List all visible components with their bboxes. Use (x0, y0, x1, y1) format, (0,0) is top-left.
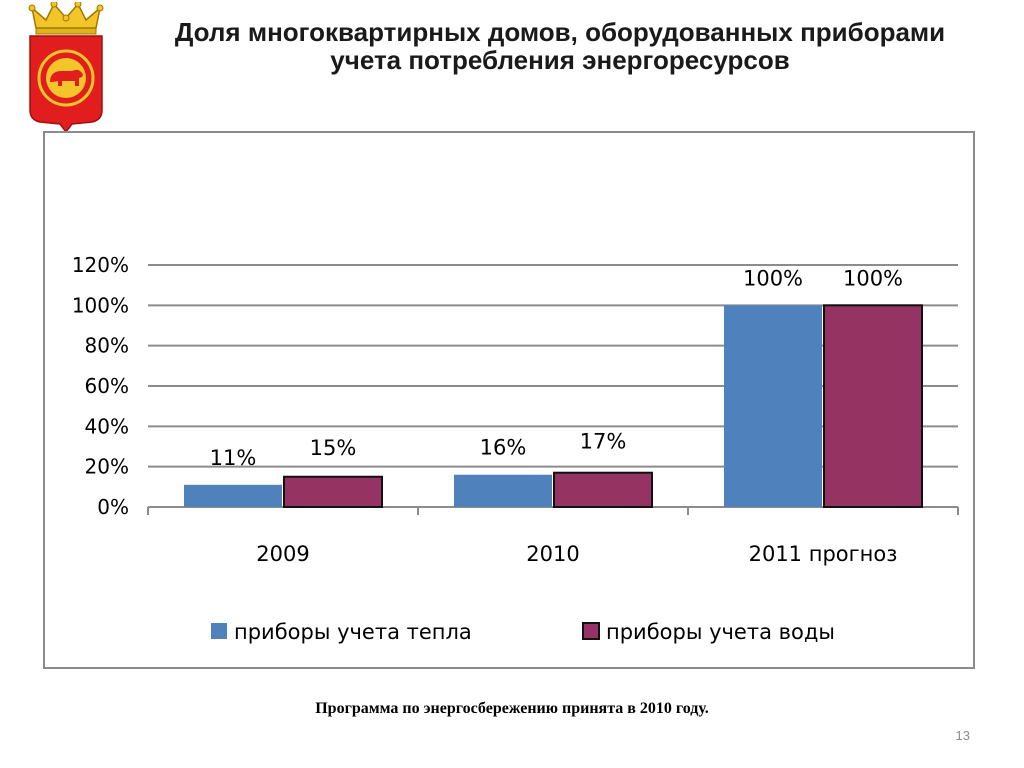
x-tick-label: 2010 (526, 542, 579, 566)
y-tick-label: 100% (72, 293, 129, 317)
bar (823, 304, 923, 508)
data-label: 11% (210, 446, 257, 470)
bar (724, 305, 822, 507)
y-tick-label: 120% (72, 253, 129, 277)
crown-icon (28, 2, 104, 35)
y-tick-label: 80% (85, 334, 129, 358)
legend-swatch (211, 623, 227, 639)
data-label: 17% (580, 430, 627, 454)
y-tick-label: 40% (85, 414, 129, 438)
bar (553, 471, 653, 509)
legend-swatch (582, 622, 600, 640)
bar-chart: 0% 20% 40% 60% 80% 100% 120% 11% 16% 100% 15% 17% 10… (72, 253, 959, 644)
bar (184, 484, 282, 507)
bar (454, 474, 552, 507)
footnote: Программа по энергосбережению принята в … (315, 700, 709, 717)
data-label: 15% (310, 436, 357, 460)
data-label: 100% (743, 266, 803, 290)
x-tick-label: 2009 (256, 542, 309, 566)
legend-label: приборы учета воды (606, 620, 835, 644)
y-tick-label: 60% (85, 374, 129, 398)
coat-of-arms-icon (28, 2, 104, 134)
slide-title: Доля многоквартирных домов, оборудованны… (120, 18, 1000, 74)
page-number: 13 (955, 728, 970, 743)
x-tick-label: 2011 прогноз (749, 542, 898, 566)
data-label: 100% (843, 266, 903, 290)
slide-title-line1: Доля многоквартирных домов, оборудованны… (174, 17, 946, 47)
bar (283, 475, 383, 508)
slide-title-line2: учета потребления энергоресурсов (330, 45, 790, 75)
legend-label: приборы учета тепла (234, 620, 472, 644)
y-tick-label: 20% (85, 455, 129, 479)
bear-icon (50, 69, 83, 86)
data-label: 16% (480, 436, 527, 460)
y-tick-label: 0% (97, 495, 129, 519)
